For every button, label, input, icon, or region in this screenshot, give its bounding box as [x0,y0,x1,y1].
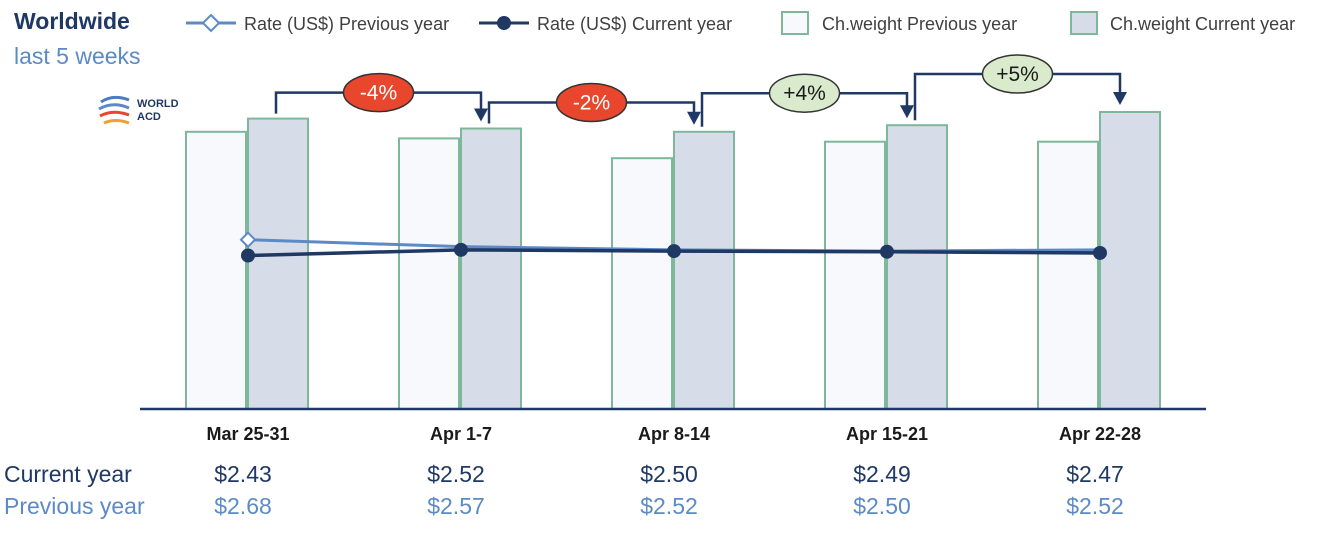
change-badge-0 [342,72,415,113]
legend: Rate (US$) Previous year Rate (US$) Curr… [186,11,1295,35]
bar-weight-prev-2 [611,157,673,410]
legend-swatch-weight-cur [1070,11,1098,35]
point-rate-cur-2 [667,244,681,259]
legend-item-weight-prev: Ch.weight Previous year [781,11,1017,35]
value-current-0: $2.43 [214,461,272,487]
change-badge-3 [981,54,1054,94]
row-label-current-year: Current year [4,461,132,487]
value-previous-0: $2.68 [214,493,272,519]
change-badge-2 [768,73,841,113]
change-label-0: -4% [360,82,397,105]
legend-label-weight-prev: Ch.weight Previous year [822,14,1017,34]
point-rate-cur-0 [241,248,255,263]
value-current-1: $2.52 [427,461,485,487]
bar-weight-prev-4 [1037,140,1099,410]
logo-text-line1: WORLD [137,98,179,110]
row-label-previous-year: Previous year [4,493,145,519]
legend-swatch-weight-prev [781,11,809,35]
chart-subtitle: last 5 weeks [14,43,141,69]
legend-label-weight-cur: Ch.weight Current year [1110,14,1295,34]
point-rate-cur-4 [1093,245,1107,260]
point-rate-cur-1 [454,242,468,257]
point-rate-prev-0 [239,231,257,249]
value-previous-2: $2.52 [640,493,698,519]
bar-weight-cur-3 [886,124,948,410]
bar-weight-cur-2 [673,130,735,411]
change-badge-1 [555,82,628,123]
category-label-0: Mar 25-31 [206,424,289,444]
category-label-2: Apr 8-14 [638,424,710,444]
world-acd-logo-icon: WORLD ACD [98,95,179,125]
arrow-down-icon [1113,92,1127,105]
value-current-3: $2.49 [853,461,911,487]
diamond-marker-icon [201,13,221,33]
bar-weight-cur-4 [1099,111,1161,410]
legend-item-rate-prev: Rate (US$) Previous year [186,13,449,34]
category-label-3: Apr 15-21 [846,424,928,444]
bar-weight-cur-1 [460,127,522,410]
legend-label-rate-prev: Rate (US$) Previous year [244,14,449,34]
legend-label-rate-cur: Rate (US$) Current year [537,14,732,34]
change-annotations: -4% -2% +4% +5% [274,54,1127,127]
arrow-down-icon [474,108,488,122]
bar-weight-prev-1 [398,137,460,410]
value-current-2: $2.50 [640,461,698,487]
legend-item-rate-cur: Rate (US$) Current year [479,14,732,34]
category-label-4: Apr 22-28 [1059,424,1141,444]
arrow-down-icon [687,111,701,125]
bar-weight-cur-0 [247,117,309,410]
circle-marker-icon [497,16,511,30]
logo-text-line2: ACD [137,111,161,123]
change-label-1: -2% [573,92,610,115]
category-labels: Mar 25-31 Apr 1-7 Apr 8-14 Apr 15-21 Apr 22-… [206,424,1141,444]
rate-values-table: $2.43 $2.52 $2.50 $2.49 $2.47 $2.68 $2.57 $2.52… [214,461,1124,519]
legend-item-weight-cur: Ch.weight Current year [1070,11,1295,35]
change-label-3: +5% [996,63,1039,86]
value-previous-3: $2.50 [853,493,911,519]
value-previous-4: $2.52 [1066,493,1124,519]
value-previous-1: $2.57 [427,493,485,519]
value-current-4: $2.47 [1066,461,1124,487]
category-label-1: Apr 1-7 [430,424,492,444]
bars-group [185,111,1161,411]
change-label-2: +4% [783,82,826,105]
bar-weight-prev-3 [824,140,886,410]
point-rate-cur-3 [880,244,894,259]
bar-weight-prev-0 [185,130,247,411]
arrow-down-icon [900,105,914,119]
rate-lines [239,231,1107,263]
chart-title: Worldwide [14,8,130,34]
